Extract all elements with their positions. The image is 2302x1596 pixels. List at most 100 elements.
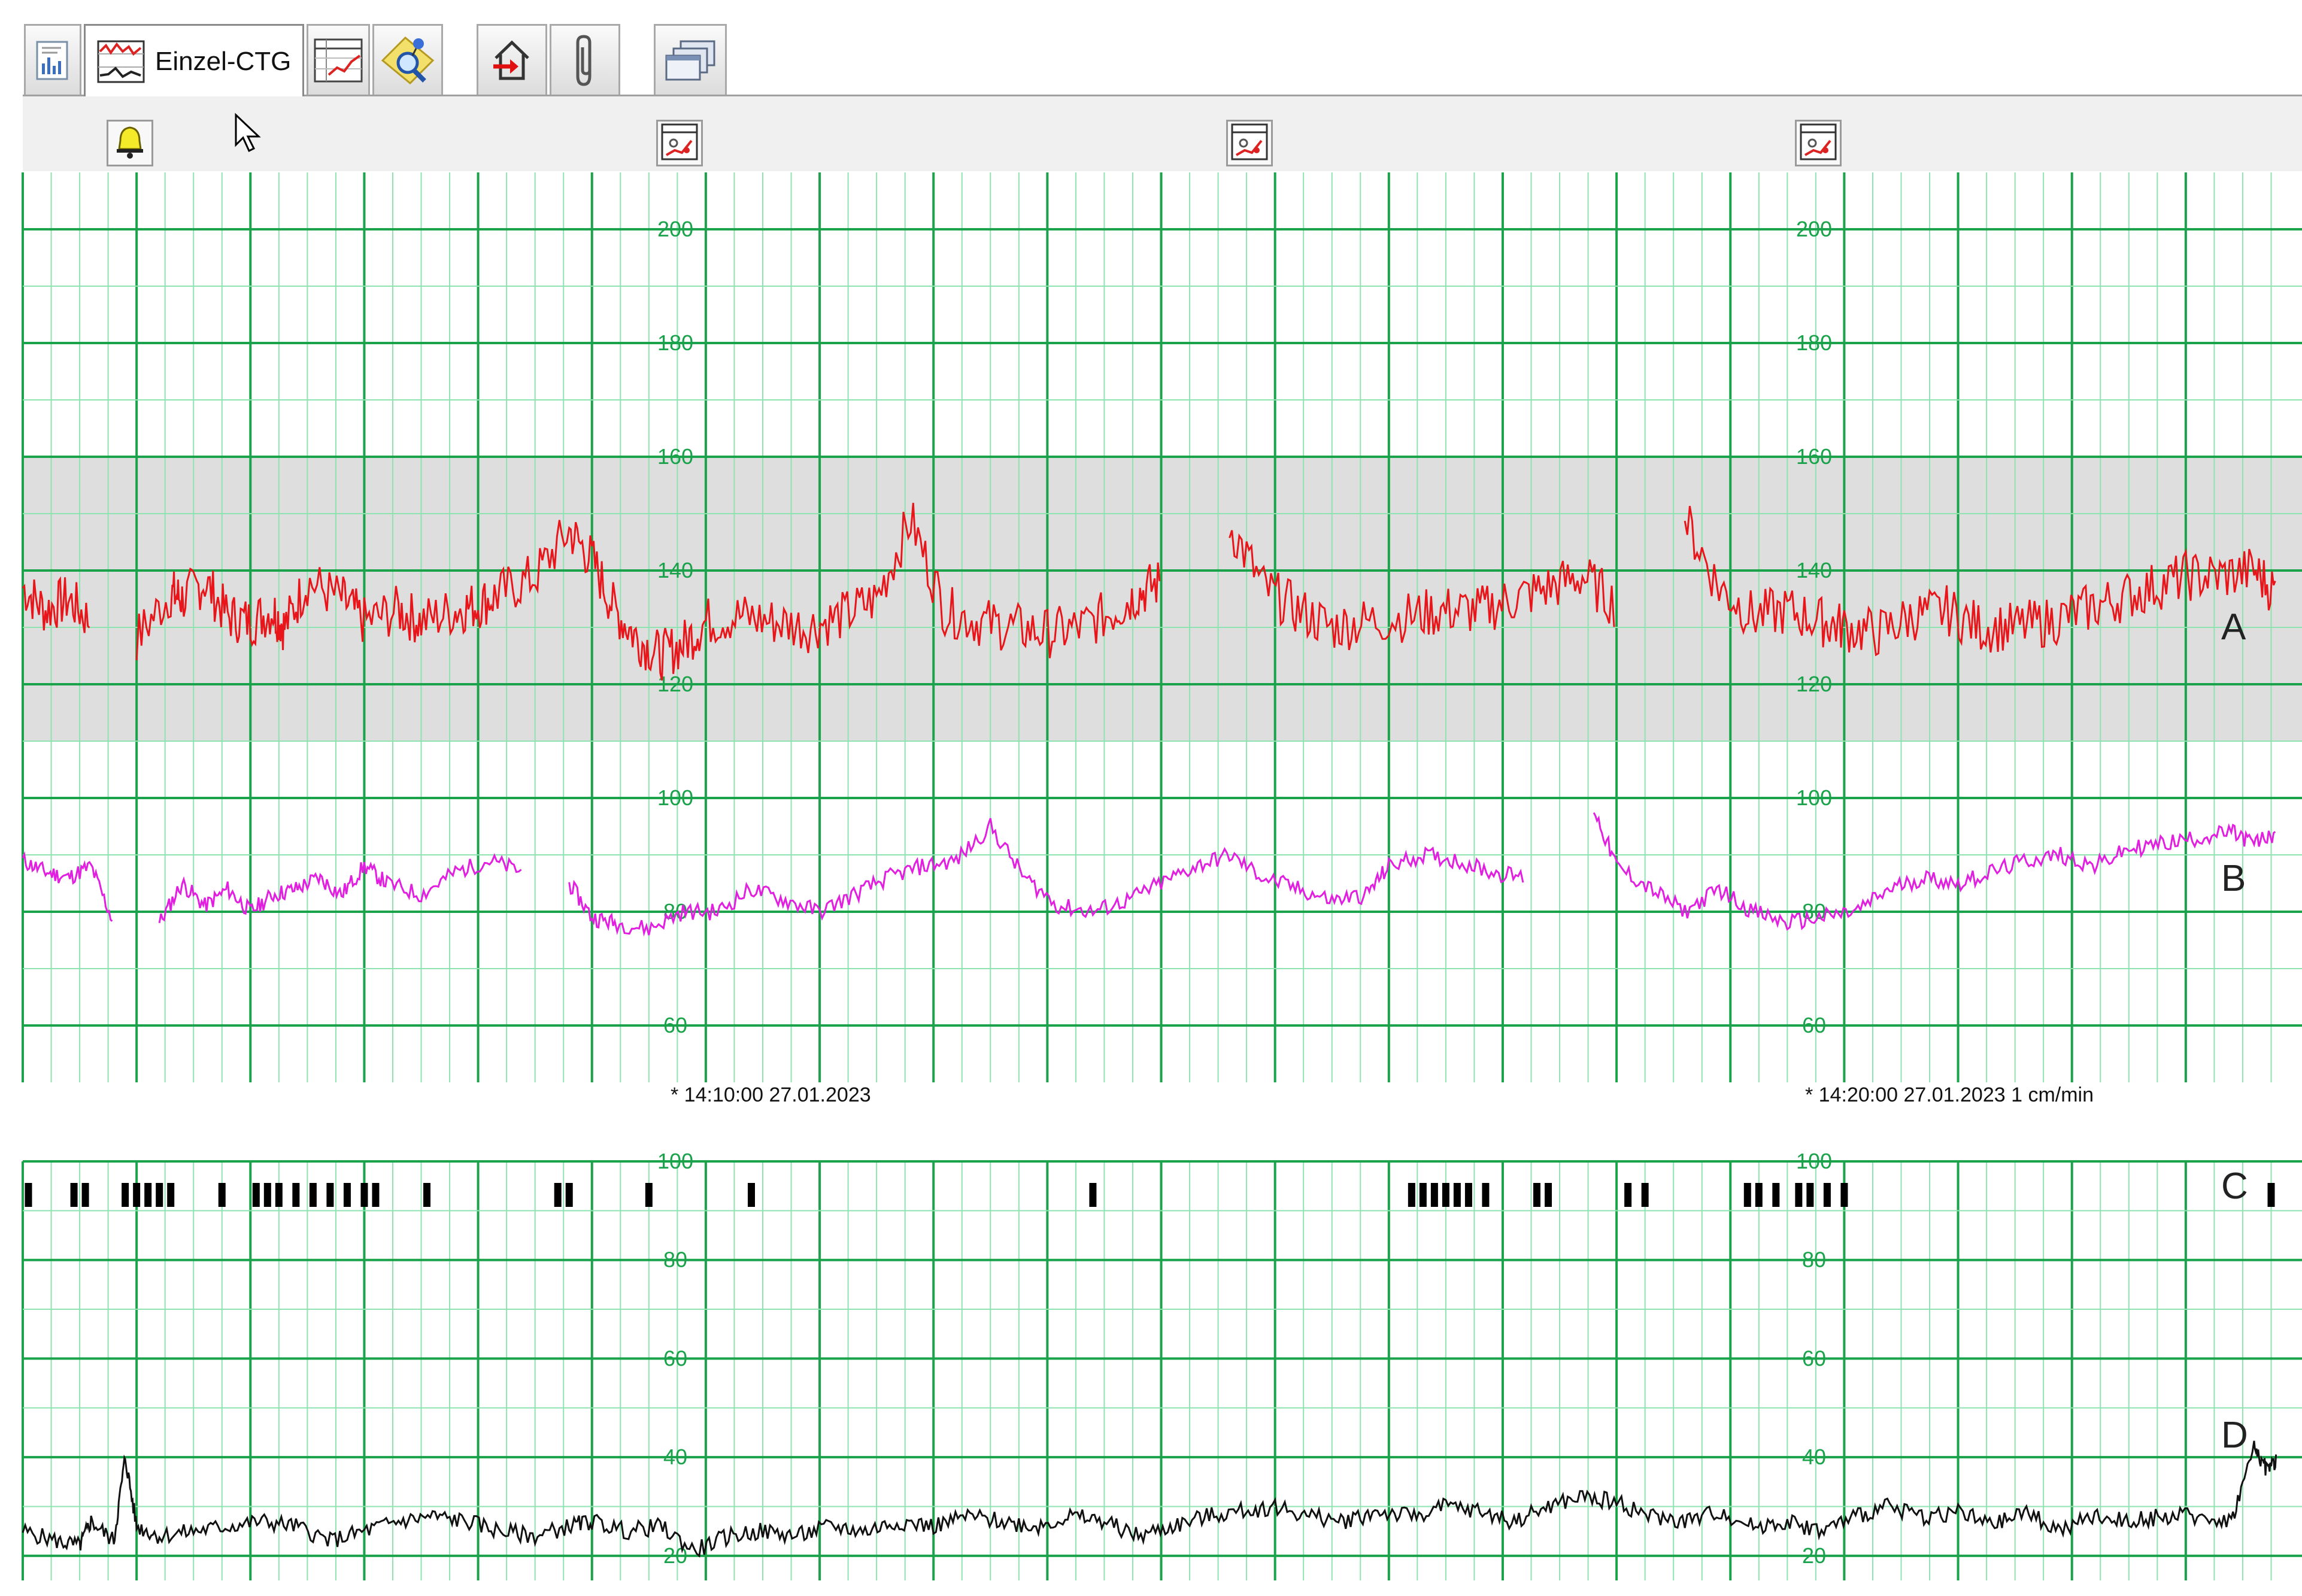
movement-mark	[275, 1183, 283, 1207]
movement-mark	[1482, 1183, 1490, 1207]
upper-tick-label: 200	[1796, 217, 1832, 241]
chart-settings-icon	[1230, 123, 1269, 164]
upper-tick-label: 80	[663, 899, 687, 924]
overview-tab[interactable]	[24, 24, 81, 95]
upper-tick-label: 60	[663, 1013, 687, 1037]
lower-tick-label: 40	[1802, 1445, 1826, 1469]
toolbar: Einzel-CTG	[0, 0, 2302, 97]
lower-tick-label: 100	[1796, 1149, 1832, 1173]
chart-settings-button-2[interactable]	[1226, 120, 1273, 166]
movement-mark	[554, 1183, 562, 1207]
movement-marks-c	[25, 1183, 2275, 1207]
movement-mark	[25, 1183, 32, 1207]
movement-mark	[252, 1183, 260, 1207]
paperclip-icon	[572, 33, 598, 88]
chart-settings-button-3[interactable]	[1795, 120, 1842, 166]
movement-mark	[2267, 1183, 2275, 1207]
movement-mark	[70, 1183, 78, 1207]
fhr-line-segment	[22, 576, 90, 633]
chart-settings-icon	[1799, 123, 1837, 164]
timestamp-2: * 14:20:00 27.01.2023 1 cm/min	[1805, 1084, 2094, 1106]
windows-icon	[663, 39, 718, 82]
movement-mark	[1089, 1183, 1097, 1207]
movement-mark	[1464, 1183, 1472, 1207]
movement-mark	[1442, 1183, 1449, 1207]
movement-mark	[292, 1183, 300, 1207]
search-note-tab[interactable]	[372, 24, 443, 95]
fhr-line-segment	[1229, 530, 1615, 651]
movement-mark	[1641, 1183, 1649, 1207]
movement-mark	[1806, 1183, 1814, 1207]
toco-line-segment	[22, 1440, 2277, 1558]
lower-tick-label: 80	[663, 1248, 687, 1272]
upper-tick-label: 60	[1802, 1013, 1826, 1037]
chart-settings-button-1[interactable]	[656, 120, 703, 166]
movement-mark	[326, 1183, 334, 1207]
table-chart-icon	[313, 38, 363, 83]
upper-tick-label: 160	[1796, 444, 1832, 469]
movement-mark	[1533, 1183, 1541, 1207]
alarm-button[interactable]	[107, 120, 153, 166]
upper-tick-label: 100	[657, 785, 693, 810]
movement-mark	[1840, 1183, 1848, 1207]
upper-tick-label: 120	[657, 672, 693, 696]
maternal-line-segment	[158, 853, 522, 924]
movement-mark	[1624, 1183, 1632, 1207]
movement-mark	[1408, 1183, 1415, 1207]
attachment-button[interactable]	[550, 24, 620, 95]
movement-mark	[1430, 1183, 1438, 1207]
lower-grid	[22, 1160, 2302, 1580]
maternal-trace-b	[22, 812, 2276, 937]
movement-mark	[1823, 1183, 1831, 1207]
movement-mark	[423, 1183, 431, 1207]
tab-strip-line	[23, 95, 2302, 96]
fhr-line-segment	[135, 502, 1161, 681]
movement-mark	[1795, 1183, 1803, 1207]
lower-tick-label: 60	[1802, 1346, 1826, 1370]
fhr-trace-a	[22, 502, 2276, 681]
fhr-line-segment	[1684, 506, 2276, 657]
chart-header-bar	[23, 96, 2302, 171]
lower-tick-label: 20	[1802, 1543, 1826, 1568]
toco-trace-d	[22, 1440, 2277, 1558]
lower-tick-label: 80	[1802, 1248, 1826, 1272]
movement-mark	[1743, 1183, 1751, 1207]
chart-settings-icon	[660, 123, 699, 164]
mouse-cursor-icon	[233, 113, 262, 157]
table-chart-tab[interactable]	[307, 24, 370, 95]
movement-mark	[122, 1183, 129, 1207]
upper-tick-label: 140	[657, 558, 693, 582]
upper-tick-labels: 200 180 160 140 120 100 80 60 200 180 160 140 120 100…	[657, 217, 1832, 1037]
movement-mark	[1453, 1183, 1461, 1207]
search-note-icon	[379, 34, 436, 87]
maternal-line-segment	[22, 851, 113, 922]
exit-button[interactable]	[477, 24, 547, 95]
windows-button[interactable]	[654, 24, 727, 95]
upper-tick-label: 120	[1796, 672, 1832, 696]
movement-mark	[218, 1183, 226, 1207]
movement-mark	[747, 1183, 755, 1207]
upper-tick-label: 180	[657, 330, 693, 355]
upper-tick-label: 160	[657, 444, 693, 469]
tab-einzel-ctg[interactable]: Einzel-CTG	[84, 24, 304, 97]
tab-label: Einzel-CTG	[155, 46, 292, 76]
movement-mark	[1755, 1183, 1763, 1207]
trace-label-a: A	[2221, 606, 2246, 648]
upper-tick-label: 100	[1796, 785, 1832, 810]
ctg-chart-icon	[96, 40, 145, 84]
upper-tick-label: 200	[657, 217, 693, 241]
trace-label-b: B	[2221, 858, 2246, 899]
timestamp-1: * 14:10:00 27.01.2023	[671, 1084, 871, 1106]
lower-tick-label: 60	[663, 1346, 687, 1370]
movement-mark	[263, 1183, 271, 1207]
home-exit-icon	[491, 38, 533, 83]
movement-mark	[1419, 1183, 1427, 1207]
movement-mark	[360, 1183, 368, 1207]
movement-mark	[133, 1183, 141, 1207]
bell-icon	[113, 124, 147, 163]
movement-mark	[144, 1183, 152, 1207]
movement-mark	[156, 1183, 163, 1207]
lower-tick-label: 100	[657, 1149, 693, 1173]
